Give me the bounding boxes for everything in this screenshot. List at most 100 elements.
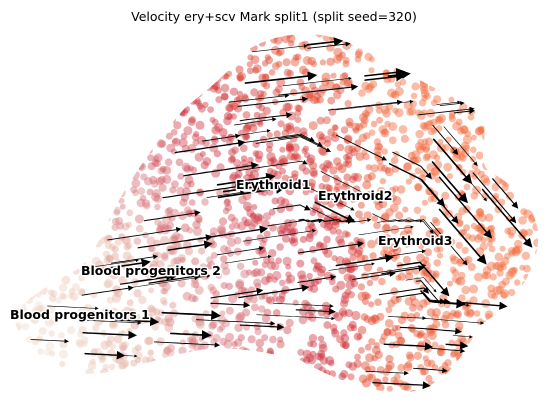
cell-point bbox=[502, 344, 509, 351]
cell-point bbox=[262, 60, 269, 67]
cell-point bbox=[134, 366, 140, 372]
cell-point bbox=[337, 86, 345, 94]
cell-point bbox=[195, 317, 204, 326]
cell-point bbox=[535, 283, 544, 292]
cell-point bbox=[44, 204, 50, 210]
cell-point bbox=[499, 26, 506, 33]
cell-point bbox=[494, 141, 503, 150]
cell-point bbox=[122, 370, 131, 379]
cell-point bbox=[243, 111, 251, 119]
cell-point bbox=[522, 289, 529, 296]
cell-point bbox=[428, 360, 436, 368]
cell-point bbox=[519, 132, 526, 139]
cell-point bbox=[144, 127, 152, 135]
cell-point bbox=[458, 58, 466, 66]
cell-point bbox=[7, 118, 14, 125]
cell-point bbox=[237, 383, 246, 392]
cell-point bbox=[514, 279, 520, 285]
cell-point bbox=[68, 293, 74, 299]
cell-point bbox=[359, 134, 367, 142]
cell-point bbox=[60, 58, 66, 64]
cell-points bbox=[7, 24, 547, 402]
cell-point bbox=[324, 222, 333, 231]
cell-point bbox=[115, 81, 121, 87]
cell-point bbox=[293, 360, 301, 368]
cell-point bbox=[437, 383, 444, 390]
cell-point bbox=[19, 255, 26, 262]
cell-point bbox=[495, 137, 504, 146]
cell-point bbox=[14, 117, 21, 124]
cell-point bbox=[368, 301, 374, 307]
cell-point bbox=[219, 217, 227, 225]
cell-point bbox=[262, 387, 269, 394]
cell-point bbox=[430, 392, 438, 400]
cell-point bbox=[504, 366, 510, 372]
cell-point bbox=[358, 283, 365, 290]
cell-point bbox=[93, 140, 101, 148]
cell-point bbox=[483, 94, 489, 100]
cell-point bbox=[461, 286, 470, 295]
cell-point bbox=[110, 152, 116, 158]
cell-point bbox=[84, 118, 91, 125]
cell-point bbox=[81, 151, 88, 158]
cell-point bbox=[310, 210, 316, 216]
cell-point bbox=[367, 280, 374, 287]
cell-point bbox=[72, 234, 78, 240]
cell-point bbox=[106, 140, 114, 148]
cell-point bbox=[26, 384, 34, 392]
cell-point bbox=[304, 372, 311, 379]
cell-point bbox=[530, 297, 538, 305]
cell-point bbox=[503, 64, 510, 71]
cell-point bbox=[178, 384, 186, 392]
cell-point bbox=[30, 69, 37, 76]
streamline bbox=[440, 103, 462, 105]
cell-point bbox=[434, 382, 443, 391]
cell-point bbox=[54, 192, 61, 199]
cell-point bbox=[200, 65, 208, 73]
cell-point bbox=[137, 71, 146, 80]
cell-point bbox=[55, 128, 62, 135]
cell-point bbox=[137, 199, 146, 208]
cell-point bbox=[179, 110, 185, 116]
cell-point bbox=[19, 293, 26, 300]
cell-point bbox=[85, 27, 92, 34]
cell-point bbox=[409, 304, 417, 312]
cell-point bbox=[175, 37, 181, 43]
cell-point bbox=[167, 349, 175, 357]
cell-point bbox=[408, 67, 416, 75]
cell-point bbox=[136, 149, 145, 158]
cell-point bbox=[175, 52, 183, 60]
cell-point bbox=[508, 303, 514, 309]
cell-point bbox=[66, 141, 73, 148]
cell-point bbox=[12, 202, 18, 208]
cell-point bbox=[230, 29, 237, 36]
cell-point bbox=[88, 125, 94, 131]
cell-point bbox=[320, 59, 326, 65]
cell-point bbox=[255, 29, 263, 37]
cell-point bbox=[176, 27, 185, 36]
cell-point bbox=[316, 30, 324, 38]
cell-point bbox=[106, 119, 113, 126]
cell-point bbox=[291, 388, 300, 397]
cell-point bbox=[217, 225, 226, 234]
cell-point bbox=[266, 141, 273, 148]
cell-point bbox=[276, 243, 284, 251]
cell-point bbox=[423, 154, 431, 162]
cell-point bbox=[348, 38, 355, 45]
cell-point bbox=[31, 239, 39, 247]
cell-point bbox=[211, 126, 220, 135]
cell-point bbox=[476, 152, 484, 160]
cell-point bbox=[359, 374, 368, 383]
cell-point bbox=[13, 210, 21, 218]
cell-point bbox=[250, 44, 258, 52]
cell-point bbox=[111, 371, 118, 378]
cell-point bbox=[368, 316, 377, 325]
cell-point bbox=[154, 376, 162, 384]
cell-point bbox=[296, 105, 303, 112]
cell-point bbox=[62, 198, 69, 205]
cell-point bbox=[214, 389, 222, 397]
cell-point bbox=[62, 66, 69, 73]
cell-point bbox=[226, 371, 232, 377]
cell-point bbox=[480, 334, 487, 341]
cell-point bbox=[291, 58, 300, 67]
